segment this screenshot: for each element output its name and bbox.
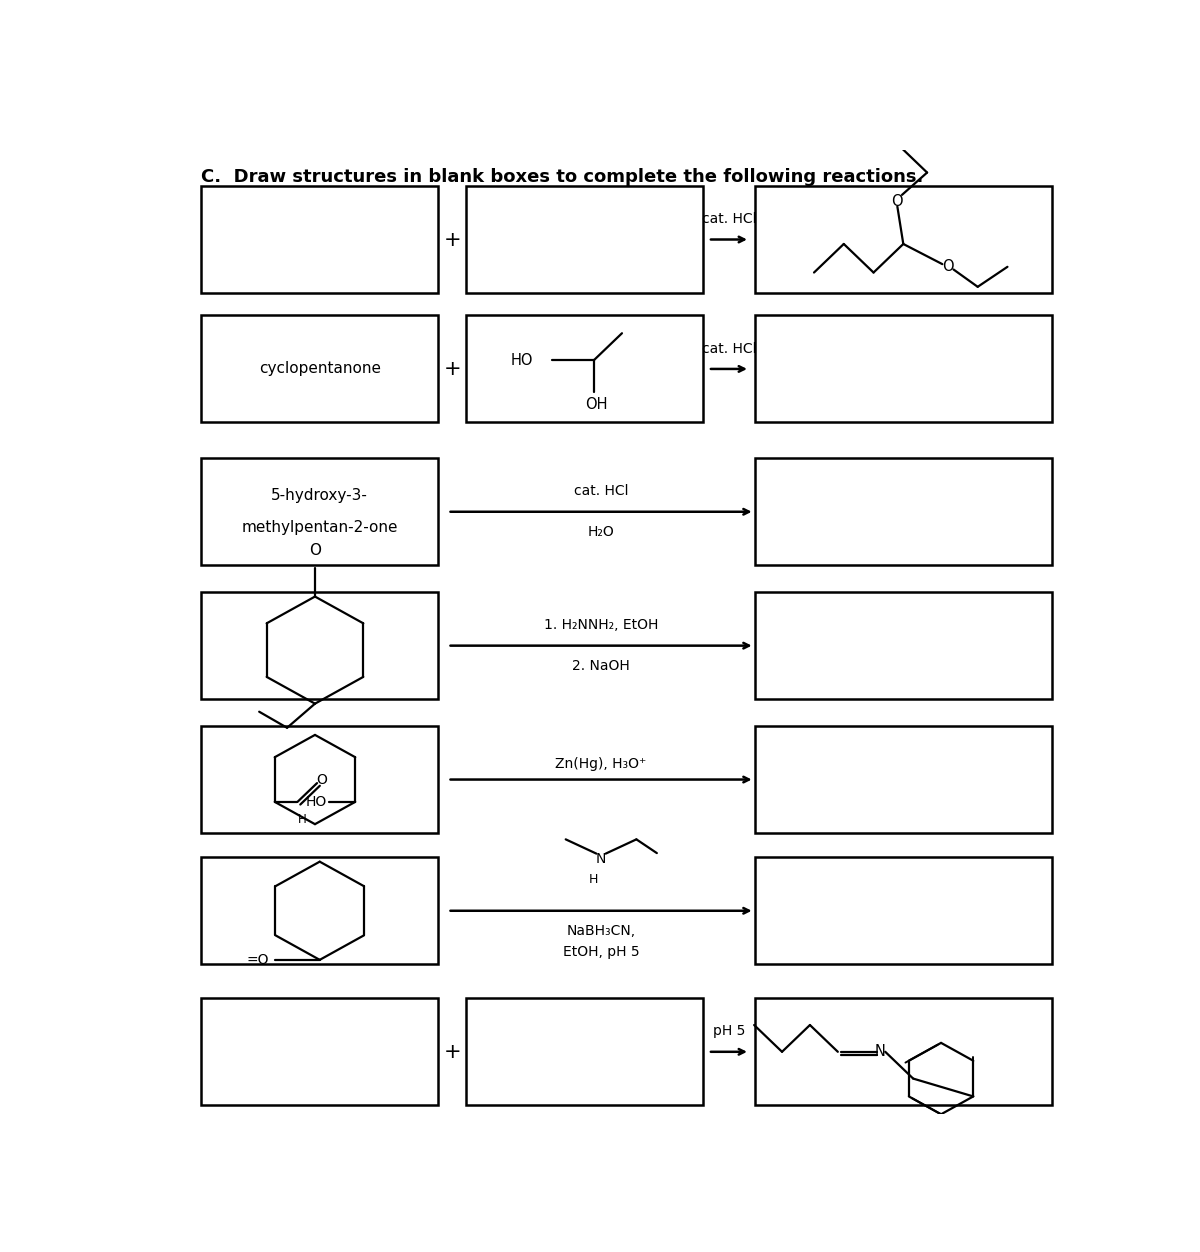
Text: cat. HCl: cat. HCl xyxy=(574,485,629,498)
Text: H: H xyxy=(298,813,306,825)
Bar xyxy=(202,316,438,422)
Text: pH 5: pH 5 xyxy=(713,1024,745,1038)
Bar xyxy=(755,998,1052,1106)
Bar xyxy=(202,858,438,964)
Text: 2. NaOH: 2. NaOH xyxy=(572,659,630,674)
Text: OH: OH xyxy=(584,397,607,412)
Text: 5-hydroxy-3-: 5-hydroxy-3- xyxy=(271,488,368,503)
Text: H₂O: H₂O xyxy=(588,525,614,540)
Bar xyxy=(202,187,438,293)
Text: C.  Draw structures in blank boxes to complete the following reactions.: C. Draw structures in blank boxes to com… xyxy=(202,168,924,187)
Bar xyxy=(202,458,438,566)
Text: H: H xyxy=(589,874,599,886)
Bar xyxy=(755,592,1052,699)
Text: O: O xyxy=(308,543,320,558)
Bar xyxy=(755,858,1052,964)
Text: O: O xyxy=(317,772,328,788)
Bar xyxy=(467,187,703,293)
Text: N: N xyxy=(875,1044,886,1059)
Text: Zn(Hg), H₃O⁺: Zn(Hg), H₃O⁺ xyxy=(556,756,647,771)
Text: cyclopentanone: cyclopentanone xyxy=(259,362,380,377)
Text: NaBH₃CN,: NaBH₃CN, xyxy=(566,924,636,938)
Text: O: O xyxy=(942,259,954,274)
Text: +: + xyxy=(444,229,461,249)
Bar xyxy=(755,726,1052,833)
Text: 1. H₂NNH₂, EtOH: 1. H₂NNH₂, EtOH xyxy=(544,618,659,632)
Bar xyxy=(202,592,438,699)
Text: HO: HO xyxy=(510,353,533,368)
Text: =O: =O xyxy=(246,953,269,967)
Text: N: N xyxy=(596,853,606,866)
Text: cat. HCl: cat. HCl xyxy=(702,212,756,227)
Text: +: + xyxy=(444,359,461,379)
Bar xyxy=(467,316,703,422)
Bar xyxy=(467,998,703,1106)
Text: cat. HCl: cat. HCl xyxy=(702,342,756,356)
Text: EtOH, pH 5: EtOH, pH 5 xyxy=(563,945,640,959)
Bar xyxy=(755,316,1052,422)
Bar xyxy=(202,726,438,833)
Bar xyxy=(755,187,1052,293)
Text: O: O xyxy=(892,194,904,209)
Bar xyxy=(755,458,1052,566)
Text: +: + xyxy=(444,1042,461,1062)
Bar xyxy=(202,998,438,1106)
Text: HO: HO xyxy=(305,795,326,809)
Text: methylpentan-2-one: methylpentan-2-one xyxy=(241,521,398,536)
